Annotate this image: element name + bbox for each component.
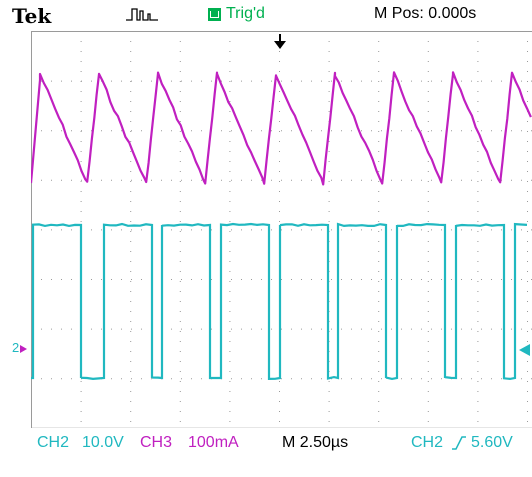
ch2-label: CH2 (37, 434, 70, 451)
pulse-acquire-icon (126, 8, 158, 21)
ch2-waveform (31, 222, 528, 381)
waveform-display (31, 31, 532, 428)
brand-logo: Tek (12, 4, 52, 28)
ch3-waveform (31, 71, 532, 186)
main-position-readout: M Pos: 0.000s (374, 5, 477, 22)
trigger-position-arrow-icon (274, 41, 286, 49)
timebase-readout: M 2.50µs (282, 434, 349, 451)
trigger-level: 5.60V (471, 434, 513, 451)
trigger-level-arrow-icon (519, 344, 530, 356)
trigger-source: CH2 (411, 434, 444, 451)
ch2-ground-marker: 2 (12, 340, 28, 355)
ch2-scale: 10.0V (82, 434, 124, 451)
rising-edge-icon (452, 436, 466, 450)
ch3-label: CH3 (140, 434, 173, 451)
ground-arrow-icon (20, 344, 28, 353)
ch2-ground-label: 2 (12, 340, 20, 355)
ch3-scale: 100mA (188, 434, 239, 451)
status-bar: Tek Trig'd M Pos: 0.000s (0, 0, 532, 30)
trigger-status: Trig'd (226, 5, 265, 22)
trigger-ready-icon (208, 8, 221, 21)
settings-bar: CH2 10.0V CH3 100mA M 2.50µs CH2 5.60V (0, 428, 532, 458)
